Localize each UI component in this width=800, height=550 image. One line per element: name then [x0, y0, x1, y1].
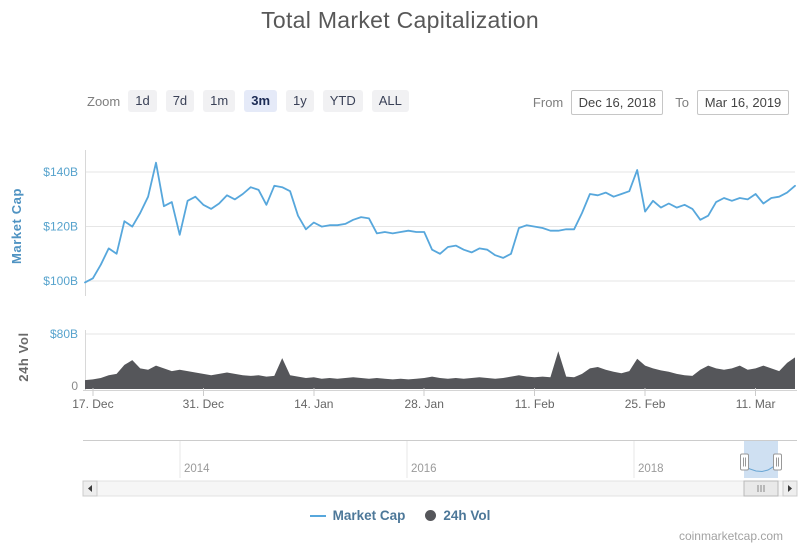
zoom-button-all[interactable]: ALL	[371, 90, 409, 112]
navigator-selected-range[interactable]	[744, 441, 778, 478]
scrollbar-left-arrow-icon	[88, 485, 92, 492]
navigator-left-handle[interactable]	[740, 453, 749, 471]
x-axis-label: 28. Jan	[405, 397, 444, 411]
x-axis: 17. Dec 31. Dec 14. Jan 28. Jan 11. Feb …	[72, 388, 797, 411]
legend: Market Cap 24h Vol	[0, 508, 800, 523]
market-cap-axis-title: Market Cap	[9, 188, 24, 264]
x-axis-label: 11. Mar	[736, 397, 776, 411]
volume-pane[interactable]: $80B 0 24h Vol	[16, 327, 795, 393]
ytick-0: 0	[71, 379, 78, 393]
zoom-button-1m[interactable]: 1m	[203, 90, 236, 112]
navigator-right-handle[interactable]	[773, 453, 782, 471]
navigator-year-label: 2018	[638, 463, 664, 475]
from-date-input[interactable]	[571, 90, 664, 115]
market-cap-pane[interactable]: $140B $120B $100B Market Cap	[9, 150, 796, 296]
ytick-140b: $140B	[43, 165, 78, 179]
scrollbar-track[interactable]	[82, 480, 798, 497]
market-cap-gridlines	[85, 150, 795, 296]
legend-item-market-cap[interactable]: Market Cap	[309, 508, 406, 523]
x-axis-label: 11. Feb	[515, 397, 555, 411]
navigator[interactable]: 2014 2016 2018	[83, 440, 797, 479]
market-cap-line	[84, 161, 796, 284]
date-range-group: From To	[533, 90, 789, 115]
zoom-button-1d[interactable]: 1d	[128, 90, 157, 112]
volume-legend-dot-icon	[425, 510, 437, 521]
navigator-year-label: 2014	[184, 463, 210, 475]
x-axis-label: 31. Dec	[183, 397, 224, 411]
x-axis-label: 14. Jan	[294, 397, 333, 411]
legend-item-24h-vol[interactable]: 24h Vol	[425, 508, 490, 523]
ytick-80b: $80B	[50, 327, 78, 341]
volume-axis-title: 24h Vol	[16, 332, 31, 381]
scrollbar-right-button[interactable]	[782, 480, 798, 497]
zoom-button-ytd[interactable]: YTD	[322, 90, 363, 112]
legend-label-24h-vol: 24h Vol	[443, 508, 491, 523]
zoom-label: Zoom	[87, 93, 121, 109]
watermark: coinmarketcap.com	[678, 529, 783, 543]
zoom-button-7d[interactable]: 7d	[165, 90, 195, 112]
from-label: From	[532, 95, 564, 110]
x-tick-marks	[92, 388, 757, 396]
zoom-button-group: Zoom 1d 7d 1m 3m 1y YTD ALL	[87, 90, 418, 112]
zoom-button-3m[interactable]: 3m	[244, 90, 278, 112]
ytick-100b: $100B	[43, 274, 78, 288]
range-selector: Zoom 1d 7d 1m 3m 1y YTD ALL From To	[0, 90, 800, 118]
chart-title: Total Market Capitalization	[261, 7, 539, 33]
to-label: To	[675, 95, 689, 110]
navigator-gridlines	[179, 441, 635, 478]
ytick-120b: $120B	[43, 220, 78, 234]
scrollbar	[82, 480, 798, 497]
to-date-input[interactable]	[697, 90, 789, 115]
x-axis-label: 25. Feb	[625, 397, 666, 411]
navigator-year-label: 2016	[411, 463, 437, 475]
x-axis-label: 17. Dec	[72, 397, 113, 411]
zoom-button-1y[interactable]: 1y	[286, 90, 314, 112]
market-cap-legend-line-icon	[309, 514, 326, 517]
scrollbar-left-button[interactable]	[82, 480, 98, 497]
volume-area	[85, 351, 795, 389]
scrollbar-thumb[interactable]	[743, 480, 779, 497]
scrollbar-right-arrow-icon	[788, 485, 792, 492]
volume-gridlines	[85, 330, 795, 390]
legend-label-market-cap: Market Cap	[332, 508, 406, 523]
zoom-buttons: 1d 7d 1m 3m 1y YTD ALL	[128, 90, 418, 112]
